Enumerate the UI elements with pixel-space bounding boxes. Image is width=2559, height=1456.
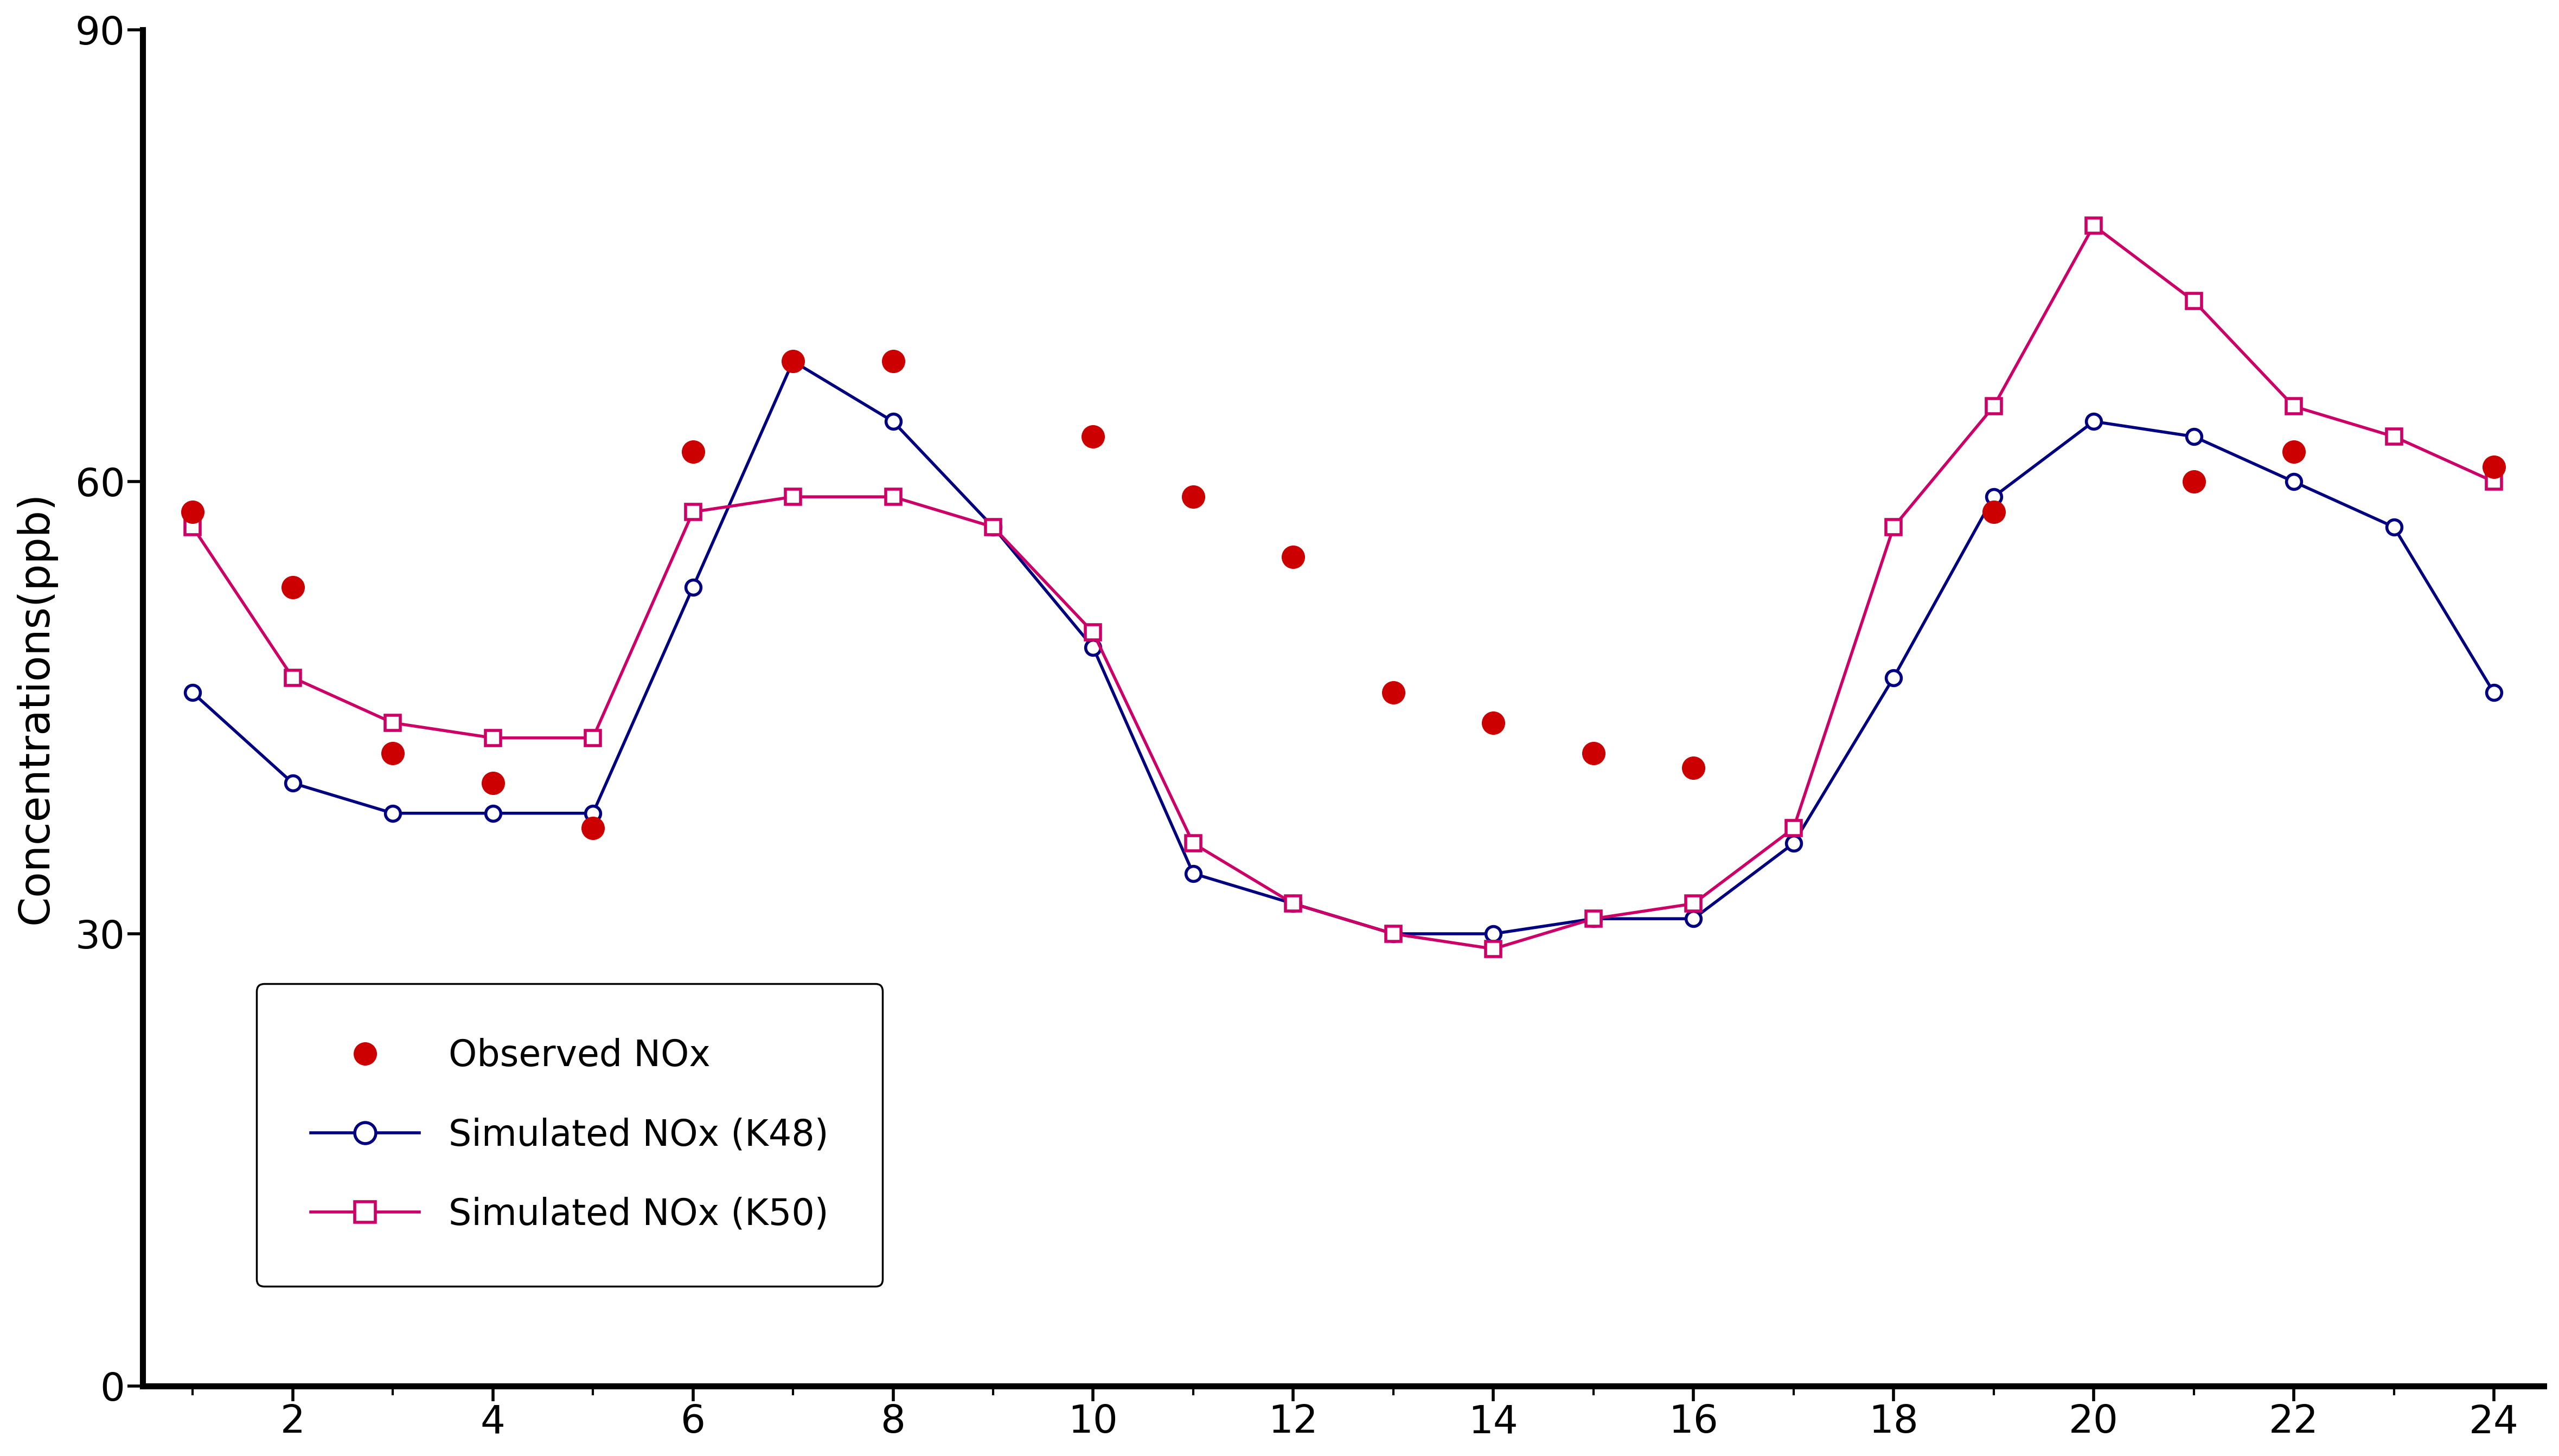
Observed NOx [2272,440,2313,463]
Simulated NOx (K50) [1978,397,2009,415]
Observed NOx [171,501,212,524]
Simulated NOx (K50) [376,713,407,731]
Simulated NOx (K50) [1077,623,1108,641]
Observed NOx [773,349,814,373]
Observed NOx [2173,470,2214,494]
Simulated NOx (K48) [1377,925,1407,942]
Simulated NOx (K50) [479,729,509,747]
Simulated NOx (K50) [678,504,709,521]
Observed NOx [873,349,914,373]
Simulated NOx (K48) [1077,639,1108,657]
Observed NOx [573,817,614,840]
Simulated NOx (K50) [1177,834,1208,852]
Simulated NOx (K48) [578,805,609,823]
Simulated NOx (K50) [578,729,609,747]
Observed NOx [1372,681,1413,705]
Simulated NOx (K50) [2480,473,2510,491]
Simulated NOx (K48) [1479,925,1510,942]
Simulated NOx (K50) [276,668,307,686]
Simulated NOx (K50) [1277,895,1308,913]
Simulated NOx (K50) [878,488,908,505]
Simulated NOx (K48) [878,412,908,430]
Simulated NOx (K48) [276,775,307,792]
Observed NOx [673,440,714,463]
Line: Simulated NOx (K50): Simulated NOx (K50) [184,218,2503,957]
Line: Simulated NOx (K48): Simulated NOx (K48) [184,354,2503,942]
Observed NOx [1072,425,1113,448]
Simulated NOx (K48) [678,578,709,596]
Simulated NOx (K48) [2278,473,2308,491]
Simulated NOx (K48) [2078,412,2109,430]
Simulated NOx (K48) [778,352,809,370]
Simulated NOx (K50) [1779,820,1809,837]
Simulated NOx (K48) [1177,865,1208,882]
Observed NOx [1474,711,1515,734]
Simulated NOx (K50) [778,488,809,505]
Observed NOx [1973,501,2014,524]
Simulated NOx (K48) [1579,910,1610,927]
Simulated NOx (K48) [2480,684,2510,702]
Simulated NOx (K48) [1878,668,1909,686]
Simulated NOx (K50) [1878,518,1909,536]
Observed NOx [1674,756,1715,779]
Legend: Observed NOx, Simulated NOx (K48), Simulated NOx (K50): Observed NOx, Simulated NOx (K48), Simul… [256,984,883,1287]
Simulated NOx (K50) [978,518,1008,536]
Simulated NOx (K50) [1579,910,1610,927]
Simulated NOx (K48) [2178,428,2208,446]
Y-axis label: Concentrations(ppb): Concentrations(ppb) [15,491,56,925]
Simulated NOx (K50) [1377,925,1407,942]
Simulated NOx (K48) [479,805,509,823]
Simulated NOx (K48) [978,518,1008,536]
Simulated NOx (K48) [177,684,207,702]
Observed NOx [1272,546,1313,569]
Simulated NOx (K50) [2078,217,2109,234]
Simulated NOx (K48) [1679,910,1709,927]
Observed NOx [1574,741,1615,764]
Simulated NOx (K50) [2377,428,2408,446]
Observed NOx [271,575,312,598]
Simulated NOx (K50) [1679,895,1709,913]
Simulated NOx (K50) [2278,397,2308,415]
Simulated NOx (K48) [1779,834,1809,852]
Observed NOx [2475,456,2515,479]
Observed NOx [473,772,514,795]
Simulated NOx (K48) [1277,895,1308,913]
Simulated NOx (K50) [2178,293,2208,310]
Observed NOx [371,741,412,764]
Observed NOx [1172,485,1213,508]
Simulated NOx (K48) [2377,518,2408,536]
Simulated NOx (K50) [177,518,207,536]
Simulated NOx (K48) [376,805,407,823]
Simulated NOx (K50) [1479,941,1510,958]
Simulated NOx (K48) [1978,488,2009,505]
